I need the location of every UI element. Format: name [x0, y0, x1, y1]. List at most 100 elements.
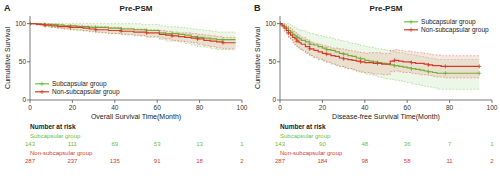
legend: Subcapsular groupNon-subcapsular group	[404, 18, 489, 34]
x-axis-label: Disease-free Survival Time(Month)	[332, 113, 440, 121]
censor-mark	[359, 60, 363, 64]
censor-mark	[477, 64, 481, 68]
censor-mark	[94, 28, 98, 32]
risk-count: 2	[490, 158, 494, 164]
censor-mark	[119, 29, 123, 33]
y-axis-label: Cumulative Survival	[254, 27, 261, 89]
risk-count: 143	[275, 141, 286, 147]
censor-mark	[43, 23, 47, 27]
ci-band	[30, 24, 236, 49]
x-tick-label: 60	[154, 104, 162, 111]
risk-count: 53	[154, 141, 161, 147]
risk-row-label: Non-subcapsular group	[280, 150, 343, 156]
risk-count: 1	[490, 141, 494, 147]
risk-count: 143	[25, 141, 36, 147]
risk-count: 237	[67, 158, 78, 164]
x-axis-label: Overall Survival Time(Month)	[91, 113, 181, 121]
x-tick-label: 80	[196, 104, 204, 111]
x-tick-label: 20	[319, 104, 327, 111]
legend-marker	[40, 82, 44, 86]
risk-count: 7	[448, 141, 452, 147]
panel-label: B	[254, 3, 261, 13]
legend-marker	[40, 90, 44, 94]
x-tick-label: 20	[69, 104, 77, 111]
panel-label: A	[4, 3, 11, 13]
censor-mark	[295, 39, 299, 43]
panel: A Pre-PSM 0 50 100 0 20 40 60 80 100 Overall Surviv…	[4, 3, 248, 164]
censor-mark	[409, 61, 413, 65]
y-tick	[27, 100, 30, 101]
legend-label: Non-subcapsular group	[421, 26, 489, 34]
title: Pre-PSM	[370, 4, 403, 13]
risk-count: 13	[196, 141, 203, 147]
x-tick-label: 40	[361, 104, 369, 111]
risk-count: 36	[404, 141, 411, 147]
censor-mark	[170, 34, 174, 38]
x-axis	[30, 100, 242, 101]
y-tick	[277, 23, 280, 24]
risk-row-label: Non-subcapsular group	[30, 150, 93, 156]
censor-mark	[443, 64, 447, 68]
risk-count: 287	[275, 158, 286, 164]
legend-label: Subcapsular group	[52, 80, 107, 88]
censor-mark	[426, 63, 430, 67]
risk-count: 1	[240, 141, 244, 147]
plot-area	[30, 22, 236, 50]
censor-mark	[342, 57, 346, 61]
censor-mark	[221, 41, 225, 45]
y-tick-label: 0	[22, 96, 26, 103]
ci-lower	[280, 24, 479, 90]
chart: APre-PSM050100020406080100Overall Surviv…	[0, 0, 500, 191]
legend: Subcapsular groupNon-subcapsular group	[35, 80, 120, 96]
y-tick-label: 100	[15, 20, 26, 27]
censor-mark	[308, 47, 312, 51]
y-axis	[280, 16, 281, 100]
risk-title: Number at risk	[280, 123, 326, 130]
risk-count: 18	[196, 158, 203, 164]
y-tick	[27, 23, 30, 24]
ci-lower	[30, 24, 236, 50]
ci-band	[30, 24, 236, 50]
x-tick-label: 100	[237, 104, 248, 111]
censor-mark	[286, 31, 290, 35]
y-tick-label: 50	[19, 58, 27, 65]
legend-marker	[409, 28, 413, 32]
title: Pre-PSM	[120, 4, 153, 13]
x-tick-label: 0	[278, 104, 282, 111]
y-tick	[277, 61, 280, 62]
legend-marker	[409, 20, 413, 24]
survival-line	[30, 24, 236, 43]
risk-count: 111	[68, 141, 78, 147]
risk-count: 287	[25, 158, 36, 164]
risk-count: 184	[317, 158, 328, 164]
risk-count: 69	[111, 141, 118, 147]
x-tick-label: 60	[404, 104, 412, 111]
risk-row-label: Subcapsular group	[280, 133, 331, 139]
risk-count: 91	[154, 158, 161, 164]
censor-mark	[145, 31, 149, 35]
legend-label: Non-subcapsular group	[52, 88, 120, 96]
y-tick-label: 100	[265, 20, 276, 27]
x-tick-label: 80	[446, 104, 454, 111]
censor-mark	[68, 25, 72, 29]
y-axis-label: Cumulative Survival	[4, 27, 11, 89]
x-axis	[280, 100, 492, 101]
risk-count: 11	[446, 158, 453, 164]
risk-count: 58	[404, 158, 411, 164]
y-tick	[27, 61, 30, 62]
risk-title: Number at risk	[30, 123, 76, 130]
y-tick-label: 0	[272, 96, 276, 103]
censor-mark	[195, 37, 199, 41]
y-tick	[277, 100, 280, 101]
y-axis	[30, 16, 31, 100]
x-tick-label: 40	[111, 104, 119, 111]
risk-count: 48	[361, 141, 368, 147]
risk-count: 90	[319, 141, 326, 147]
ci-upper	[30, 24, 236, 38]
risk-count: 2	[240, 158, 244, 164]
x-tick-label: 0	[28, 104, 32, 111]
censor-mark	[376, 61, 380, 65]
censor-mark	[392, 58, 396, 62]
risk-count: 135	[110, 158, 121, 164]
censor-mark	[325, 52, 329, 56]
